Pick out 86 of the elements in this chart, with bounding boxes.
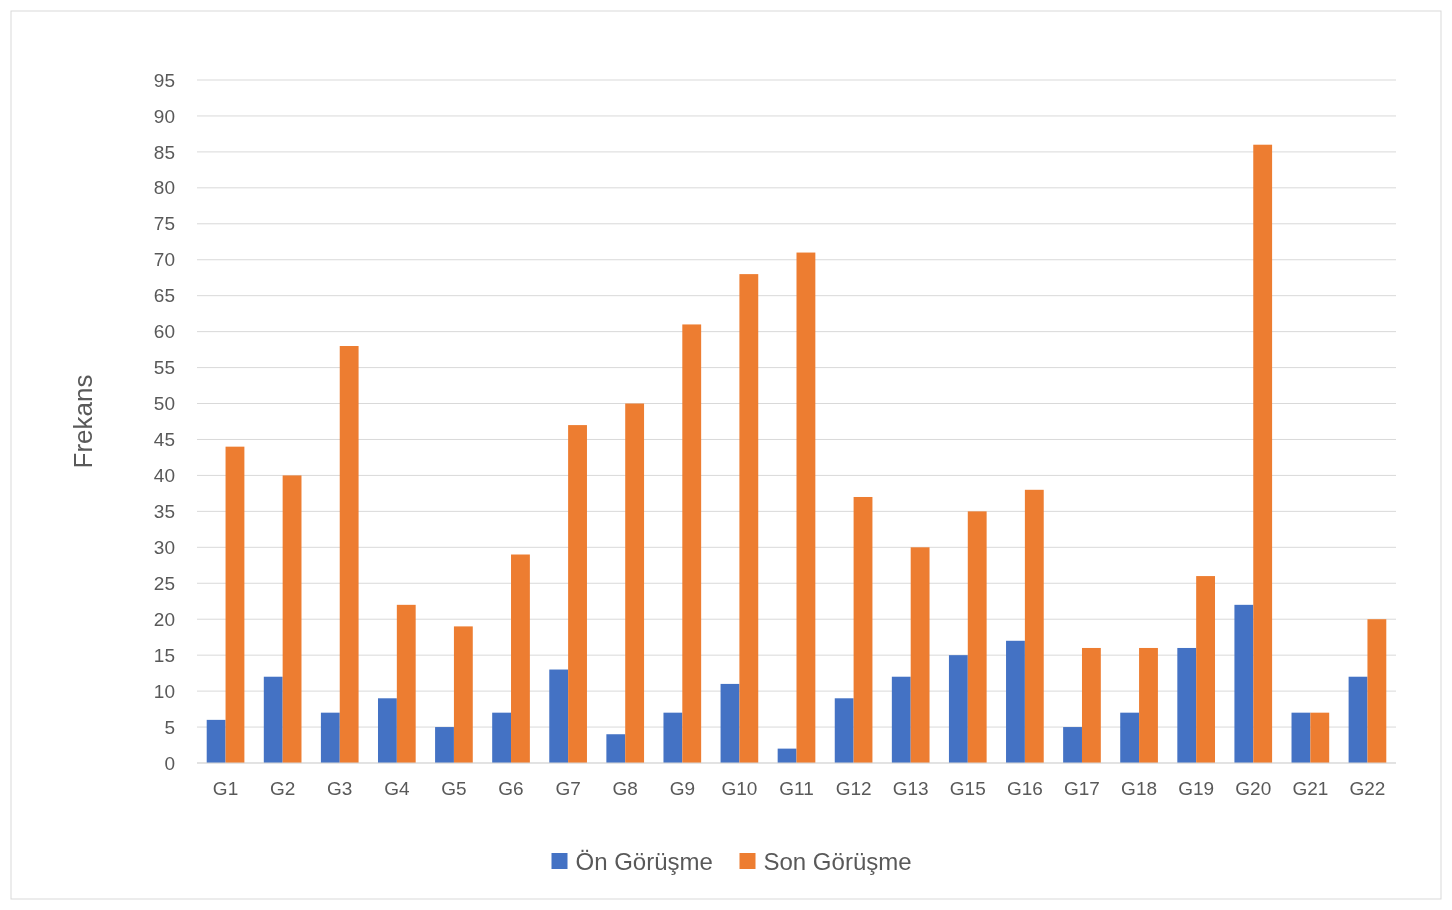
x-tick-label: G19 (1178, 778, 1215, 799)
bar (225, 446, 245, 763)
x-tick-label: G9 (669, 778, 695, 799)
x-tick-label: G18 (1121, 778, 1158, 799)
x-tick-label: G5 (441, 778, 467, 799)
x-tick-label: G7 (555, 778, 581, 799)
bar (967, 511, 987, 763)
bar (1196, 576, 1216, 763)
x-tick-label: G13 (892, 778, 929, 799)
x-tick-label: G10 (721, 778, 758, 799)
y-tick-label: 65 (153, 285, 175, 307)
bar (1139, 647, 1158, 763)
bar (796, 252, 816, 763)
bar (549, 669, 569, 763)
bar (739, 274, 759, 763)
x-tick-label: G6 (498, 778, 524, 799)
bar (720, 683, 740, 763)
legend-label: Ön Görüşme (575, 848, 713, 876)
x-tick-label: G2 (269, 778, 296, 799)
y-tick-label: 95 (153, 69, 175, 91)
bar (1063, 727, 1082, 763)
bar (1310, 712, 1330, 763)
y-tick-label: 60 (153, 321, 175, 343)
x-tick-label: G22 (1349, 778, 1386, 799)
bar (948, 655, 968, 763)
y-tick-label: 70 (153, 249, 175, 271)
y-tick-label: 10 (153, 680, 175, 702)
y-tick-label: 30 (153, 536, 175, 558)
bar (492, 712, 512, 763)
bar (625, 403, 645, 763)
x-tick-label: G16 (1006, 778, 1043, 799)
bar (606, 734, 626, 763)
bar (453, 626, 473, 763)
y-tick-label: 15 (153, 644, 175, 666)
bar (1120, 712, 1140, 763)
y-tick-label: 20 (153, 608, 175, 630)
x-tick-label: G17 (1064, 778, 1100, 799)
bar (1367, 619, 1387, 763)
bar (320, 712, 340, 763)
bar (396, 604, 416, 763)
bar (663, 712, 683, 763)
y-tick-label: 50 (153, 393, 175, 415)
bar (377, 698, 397, 763)
bar (777, 748, 797, 763)
bar (511, 554, 530, 763)
y-tick-label: 75 (153, 213, 175, 235)
bar (1177, 647, 1197, 763)
y-tick-label: 85 (153, 141, 175, 163)
bar (834, 698, 854, 763)
bar (435, 727, 454, 763)
bar (1081, 647, 1101, 763)
x-tick-label: G20 (1235, 778, 1272, 799)
y-tick-label: 45 (153, 429, 175, 451)
y-axis-title: Frekans (68, 374, 98, 469)
y-tick-label: 40 (153, 465, 175, 487)
bar (910, 547, 930, 763)
x-tick-label: G8 (612, 778, 638, 799)
bar (1024, 489, 1044, 763)
bar (1291, 712, 1311, 763)
bar (206, 719, 226, 763)
bar (1234, 604, 1254, 763)
bar (339, 346, 359, 763)
y-tick-label: 5 (164, 716, 175, 738)
y-tick-label: 90 (153, 105, 175, 127)
y-tick-label: 80 (153, 177, 175, 199)
x-tick-label: G15 (949, 778, 986, 799)
x-tick-label: G3 (327, 778, 353, 799)
x-tick-label: G1 (212, 778, 239, 799)
legend-label: Son Görüşme (763, 848, 912, 876)
bar (282, 475, 302, 763)
y-tick-label: 0 (164, 752, 175, 774)
bar (1348, 676, 1368, 763)
bar (682, 324, 702, 763)
x-tick-label: G11 (779, 778, 814, 799)
bar (891, 676, 911, 763)
bar (853, 496, 873, 763)
y-tick-label: 35 (153, 501, 175, 523)
bar (1006, 640, 1025, 763)
x-tick-label: G12 (835, 778, 872, 799)
bar (263, 676, 283, 763)
y-tick-label: 25 (153, 572, 175, 594)
y-tick-label: 55 (153, 357, 175, 379)
x-tick-label: G21 (1292, 778, 1329, 799)
bar (568, 425, 587, 763)
bar (1253, 144, 1273, 763)
x-tick-label: G4 (384, 778, 410, 799)
